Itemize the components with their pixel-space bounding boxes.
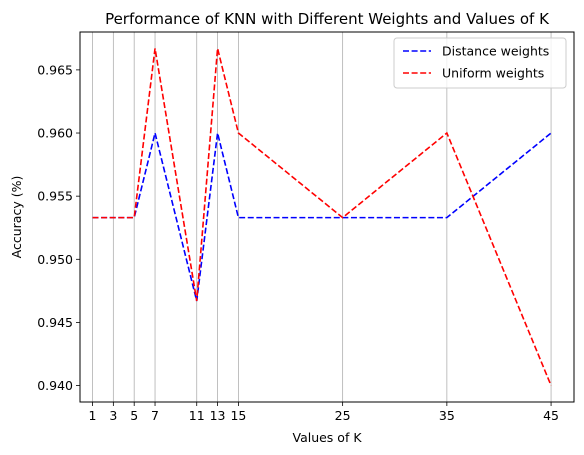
x-tick-label: 45 — [543, 408, 559, 423]
legend: Distance weights Uniform weights — [393, 37, 567, 89]
x-tick-label: 3 — [109, 408, 117, 423]
legend-box — [393, 37, 567, 89]
y-tick-label: 0.940 — [37, 378, 73, 393]
x-tick-label: 15 — [230, 408, 246, 423]
x-tick-label: 7 — [151, 408, 159, 423]
y-axis-label: Accuracy (%) — [9, 176, 24, 259]
plot-area-frame — [79, 31, 575, 403]
x-tick-label: 25 — [335, 408, 351, 423]
y-tick-label: 0.965 — [37, 62, 73, 77]
y-tick-label: 0.955 — [37, 189, 73, 204]
x-tick-label: 5 — [130, 408, 138, 423]
series-lines — [92, 48, 552, 386]
x-axis-label: Values of K — [292, 430, 362, 445]
series-line-distance-weights — [92, 132, 552, 302]
x-tick-label: 11 — [189, 408, 205, 423]
x-tick-label: 35 — [439, 408, 455, 423]
y-axis-ticks: 0.940 0.945 0.950 0.955 0.960 0.965 — [37, 62, 80, 393]
chart-title: Performance of KNN with Different Weight… — [105, 10, 550, 28]
y-tick-label: 0.945 — [37, 315, 73, 330]
x-tick-label: 13 — [210, 408, 226, 423]
legend-label: Distance weights — [442, 44, 549, 59]
x-axis-ticks: 1 3 5 7 11 13 15 25 35 45 — [89, 402, 559, 423]
legend-label: Uniform weights — [442, 66, 544, 81]
y-tick-label: 0.960 — [37, 126, 73, 141]
y-tick-label: 0.950 — [37, 252, 73, 267]
series-line-uniform-weights — [92, 48, 552, 386]
x-tick-label: 1 — [89, 408, 97, 423]
